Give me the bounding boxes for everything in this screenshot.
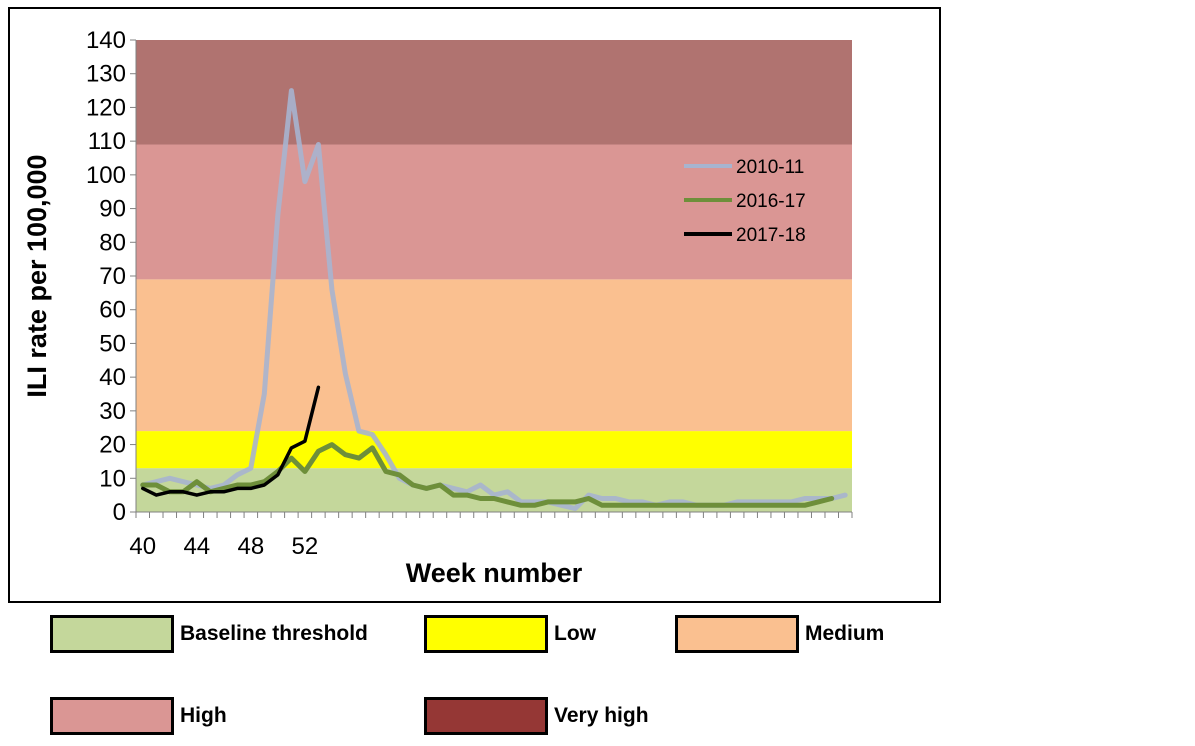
x-tick-label-52: 52 bbox=[292, 533, 319, 560]
legend-label-very-high: Very high bbox=[554, 704, 649, 727]
y-tick-label-30: 30 bbox=[99, 398, 126, 425]
legend-item-medium: Medium bbox=[675, 615, 884, 653]
legend-swatch-baseline bbox=[50, 615, 174, 653]
y-tick-label-60: 60 bbox=[99, 297, 126, 324]
legend-swatch-low bbox=[424, 615, 548, 653]
legend-label-2016-17: 2016-17 bbox=[736, 191, 806, 212]
legend-label-2010-11: 2010-11 bbox=[736, 157, 804, 178]
y-tick-label-110: 110 bbox=[88, 128, 126, 155]
y-axis-title: ILI rate per 100,000 bbox=[22, 154, 52, 397]
legend-item-low: Low bbox=[424, 615, 596, 653]
band-low bbox=[136, 431, 852, 469]
legend-label-high: High bbox=[180, 704, 227, 727]
legend-swatch-very-high bbox=[424, 697, 548, 735]
y-tick-label-100: 100 bbox=[86, 162, 126, 189]
legend-item-high: High bbox=[50, 697, 227, 735]
y-tick-label-120: 120 bbox=[86, 94, 126, 121]
y-tick-label-50: 50 bbox=[99, 330, 126, 357]
y-tick-label-40: 40 bbox=[99, 364, 126, 391]
legend-swatch-medium bbox=[675, 615, 799, 653]
series-line-2017-18 bbox=[141, 385, 321, 497]
y-tick-label-0: 0 bbox=[113, 499, 126, 526]
series-line-2016-17 bbox=[140, 442, 835, 508]
chart-frame: 0 10 20 30 40 50 60 70 80 90 100 110 120 130 140 40 44 48… bbox=[8, 7, 941, 603]
legend-label-baseline: Baseline threshold bbox=[180, 622, 368, 645]
legend-label-medium: Medium bbox=[805, 622, 885, 645]
legend-item-baseline: Baseline threshold bbox=[50, 615, 368, 653]
x-axis-title: Week number bbox=[406, 558, 583, 588]
y-tick-label-90: 90 bbox=[99, 196, 126, 223]
y-tick-label-10: 10 bbox=[99, 465, 126, 492]
x-tick-label-40: 40 bbox=[129, 533, 156, 560]
chart-svg: 0 10 20 30 40 50 60 70 80 90 100 110 120 130 140 40 44 48… bbox=[22, 27, 853, 588]
y-tick-label-70: 70 bbox=[99, 263, 126, 290]
y-tick-label-130: 130 bbox=[86, 61, 126, 88]
legend-label-low: Low bbox=[554, 622, 596, 645]
y-tick-label-140: 140 bbox=[86, 27, 126, 54]
band-high bbox=[136, 144, 852, 280]
legend-label-2017-18: 2017-18 bbox=[736, 225, 806, 246]
y-tick-label-20: 20 bbox=[99, 432, 126, 459]
legend-swatch-high bbox=[50, 697, 174, 735]
band-medium bbox=[136, 279, 852, 432]
legend-item-very-high: Very high bbox=[424, 697, 649, 735]
x-tick-label-44: 44 bbox=[183, 533, 210, 560]
y-tick-label-80: 80 bbox=[99, 229, 126, 256]
band-very-high bbox=[136, 40, 852, 145]
x-tick-label-48: 48 bbox=[237, 533, 264, 560]
